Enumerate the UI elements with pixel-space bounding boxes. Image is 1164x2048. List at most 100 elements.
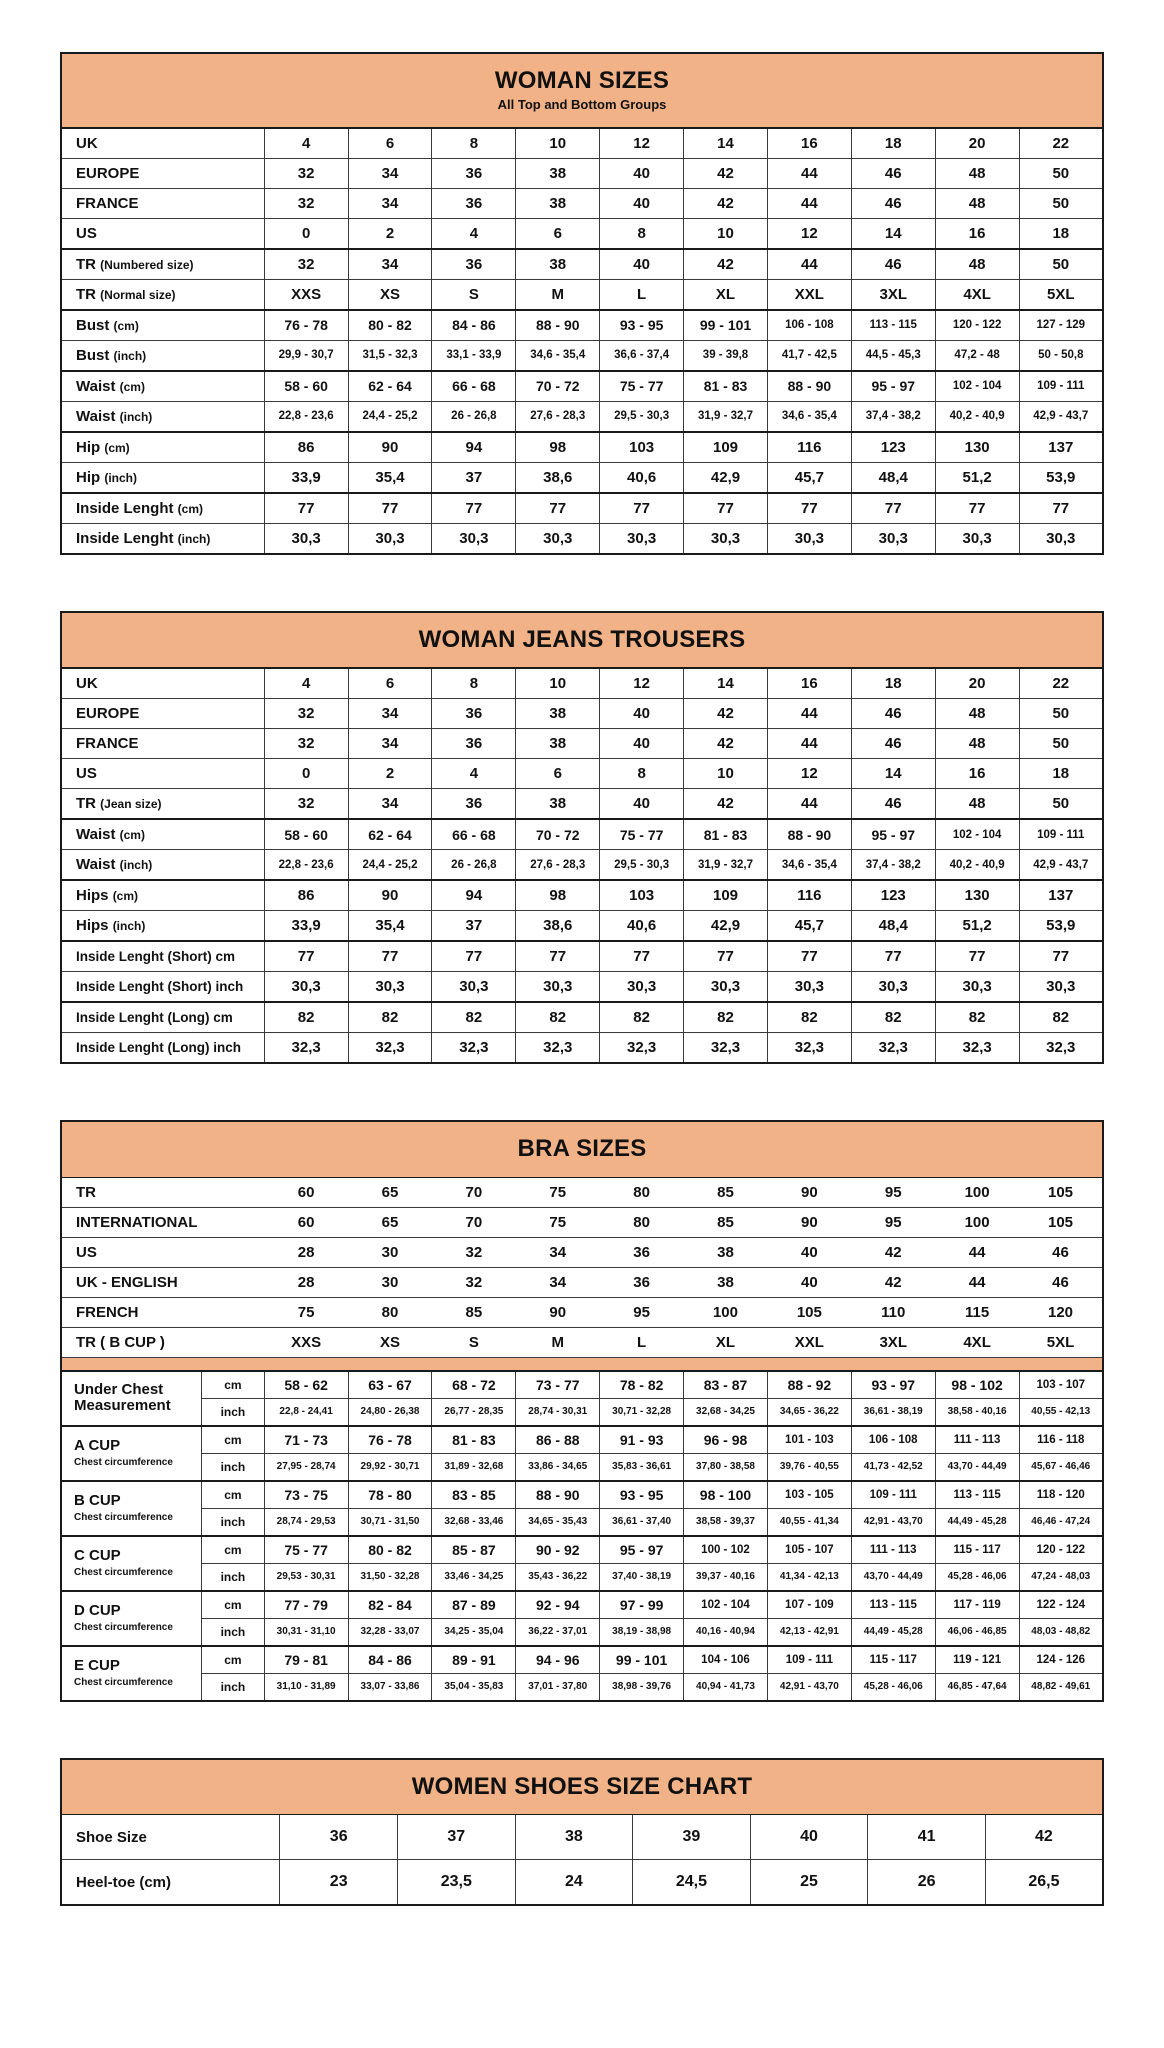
table-row: FRENCH 75 80 85 90 95 100 105 110 115 120 (60, 1296, 1103, 1328)
table-cell: 82 (1018, 1001, 1104, 1034)
table-row: Hip (cm) 86 90 94 98 103 109 116 123 130 137 (60, 430, 1104, 463)
table-cell: 47,2 - 48 (934, 339, 1020, 372)
table-cell: 46,46 - 47,24 (1018, 1507, 1104, 1537)
table-row: TR (Normal size) XXS XS S M L XL XXL 3XL 4XL 5XL (60, 278, 1104, 311)
table-cell: 27,6 - 28,3 (515, 400, 601, 433)
table-cell: 85 - 87 (431, 1534, 517, 1564)
table-cell: 32 (431, 1266, 516, 1298)
table-cell: 40,55 - 42,13 (1018, 1397, 1104, 1427)
row-label: FRENCH (60, 1296, 265, 1328)
table-cell: 33,9 (263, 461, 349, 494)
table-cell: 123 (850, 430, 936, 463)
table-row: Hip (inch) 33,9 35,4 37 38,6 40,6 42,9 45,7 48,4… (60, 461, 1104, 494)
table-cell: 30,3 (515, 971, 601, 1003)
table-cell: 82 (263, 1001, 349, 1034)
table-cell: 39 (632, 1814, 751, 1861)
table-cell: 30,3 (850, 522, 936, 555)
table-cell: 10 (515, 126, 601, 159)
table-cell: 77 (599, 491, 685, 524)
table-cell: 77 - 79 (263, 1589, 349, 1619)
table-cell: 80 (599, 1206, 684, 1238)
table-cell: 26 - 26,8 (431, 849, 517, 881)
table-cell: 4 (431, 217, 517, 250)
table-cell: 27,95 - 28,74 (263, 1452, 349, 1482)
unit-cm: cm (201, 1644, 265, 1674)
row-label-note: (inch) (119, 858, 153, 873)
unit-inch: inch (201, 1617, 265, 1647)
table-cell: 80 - 82 (347, 1534, 433, 1564)
table-cell: 75 (515, 1206, 600, 1238)
unit-inch: inch (201, 1672, 265, 1702)
table-cell: 32,3 (850, 1032, 936, 1064)
table-cell: 35,4 (347, 910, 433, 942)
table-cell: 26,5 (984, 1859, 1104, 1906)
table-cell: 77 (850, 491, 936, 524)
table-cell: 113 - 115 (850, 1589, 936, 1619)
table-cell: XL (683, 1326, 768, 1358)
table-cell: 75 (264, 1296, 349, 1328)
row-label: Inside Lenght (Long) cm (60, 1001, 265, 1034)
table-cell: 75 - 77 (599, 818, 685, 851)
table-cell: 44 (766, 788, 852, 820)
table-cell: 29,9 - 30,7 (263, 339, 349, 372)
table-cell: 22 (1018, 126, 1104, 159)
table-cell: 29,5 - 30,3 (599, 400, 685, 433)
table-cell: XXL (767, 1326, 852, 1358)
table-cell: 103 - 107 (1018, 1369, 1104, 1399)
table-row: Hips (cm) 86 90 94 98 103 109 116 123 130 137 (60, 879, 1104, 912)
cup-label: E CUP Chest circumference (60, 1644, 203, 1702)
table-cell: 75 (515, 1176, 600, 1208)
table-cell: 81 - 83 (431, 1424, 517, 1454)
table-cell: 94 - 96 (515, 1644, 601, 1674)
row-label: Inside Lenght (cm) (60, 491, 265, 524)
table-cell: 85 (683, 1176, 768, 1208)
table-cell: 29,92 - 30,71 (347, 1452, 433, 1482)
table-cell: 32,3 (1018, 1032, 1104, 1064)
jeans-title: WOMAN JEANS TROUSERS (418, 625, 746, 653)
table-cell: 28,74 - 30,31 (515, 1397, 601, 1427)
table-cell: 30,3 (1018, 522, 1104, 555)
table-cell: 34,6 - 35,4 (766, 400, 852, 433)
table-cell: 105 (1019, 1176, 1103, 1208)
table-row: US 28 30 32 34 36 38 40 42 44 46 (60, 1236, 1103, 1268)
cup-label: A CUP Chest circumference (60, 1424, 203, 1482)
page-title: WOMAN SIZES (494, 67, 670, 94)
row-label-note: (cm) (119, 828, 145, 843)
table-cell: 30,3 (347, 971, 433, 1003)
cup-label: B CUP Chest circumference (60, 1479, 203, 1537)
table-cell: 91 - 93 (599, 1424, 685, 1454)
table-cell: 93 - 95 (599, 308, 685, 341)
table-cell: 36 (431, 187, 517, 219)
table-cell: 77 (515, 491, 601, 524)
table-cell: 35,04 - 35,83 (431, 1672, 517, 1702)
table-cell: 33,46 - 34,25 (431, 1562, 517, 1592)
table-cell: 98 (515, 879, 601, 912)
table-cell: 46 (1019, 1266, 1103, 1298)
table-cell: 85 (683, 1206, 768, 1238)
table-cell: 38 (515, 157, 601, 189)
table-cell: 36,22 - 37,01 (515, 1617, 601, 1647)
table-cell: 82 (683, 1001, 768, 1034)
row-label-note: (inch) (113, 348, 147, 363)
table-cell: 45,67 - 46,46 (1018, 1452, 1104, 1482)
table-cell: 38 (515, 247, 601, 280)
table-cell: S (431, 278, 517, 311)
table-cell: 105 - 107 (766, 1534, 852, 1564)
table-cell: 120 (1019, 1296, 1103, 1328)
table-cell: 38 (683, 1236, 768, 1268)
table-row: Waist (inch) 22,8 - 23,6 24,4 - 25,2 26 - 2… (60, 400, 1104, 433)
table-cell: 40 (599, 728, 685, 760)
table-cell: 62 - 64 (347, 369, 433, 402)
table-cell: 118 - 120 (1018, 1479, 1104, 1509)
table-cell: 119 - 121 (934, 1644, 1020, 1674)
table-cell: 5XL (1018, 278, 1104, 311)
table-row: Shoe Size 36 37 38 39 40 41 42 (60, 1814, 1104, 1861)
unit-cm: cm (201, 1534, 265, 1564)
woman-sizes-body: UK 4 6 8 10 12 14 16 18 20 22 EUROPE 32 34 36 38 40 42 44 4… (60, 126, 1104, 555)
table-cell: 38,58 - 40,16 (934, 1397, 1020, 1427)
row-label: US (60, 1236, 265, 1268)
unit-inch: inch (201, 1397, 265, 1427)
row-label: Hips (inch) (60, 910, 265, 942)
woman-sizes-banner: WOMAN SIZES All Top and Bottom Groups (60, 52, 1104, 129)
row-label: Inside Lenght (Short) inch (60, 971, 265, 1003)
